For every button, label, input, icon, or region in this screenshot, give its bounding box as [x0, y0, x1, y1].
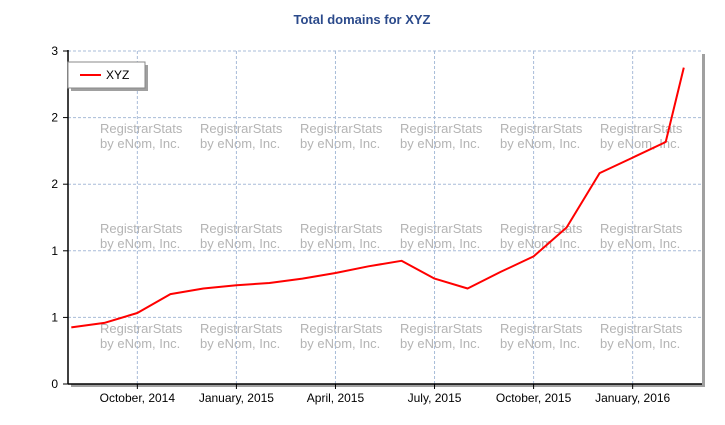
watermark-text: RegistrarStats: [100, 221, 183, 236]
watermark-text: by eNom, Inc.: [100, 336, 180, 351]
x-tick-label: April, 2015: [307, 391, 365, 405]
watermark-text: by eNom, Inc.: [200, 336, 280, 351]
y-tick-label: 2: [51, 111, 58, 125]
y-tick-label: 2: [51, 177, 58, 191]
watermark-text: by eNom, Inc.: [300, 236, 380, 251]
watermark-text: by eNom, Inc.: [100, 136, 180, 151]
watermark-text: RegistrarStats: [400, 321, 483, 336]
plot-area: [68, 51, 702, 384]
watermark-text: by eNom, Inc.: [200, 236, 280, 251]
watermark-text: by eNom, Inc.: [500, 336, 580, 351]
x-tick-label: January, 2016: [595, 391, 670, 405]
watermark-text: by eNom, Inc.: [600, 336, 680, 351]
watermark-text: by eNom, Inc.: [400, 336, 480, 351]
watermark-text: by eNom, Inc.: [200, 136, 280, 151]
watermark-text: RegistrarStats: [300, 321, 383, 336]
legend-box: [67, 61, 146, 89]
watermark-text: RegistrarStats: [500, 121, 583, 136]
watermark-text: by eNom, Inc.: [500, 136, 580, 151]
watermark-text: RegistrarStats: [200, 221, 283, 236]
y-tick-label: 1: [51, 244, 58, 258]
watermark-text: RegistrarStats: [500, 221, 583, 236]
legend-label-xyz: XYZ: [106, 68, 129, 82]
watermark-text: RegistrarStats: [500, 321, 583, 336]
x-tick-label: October, 2014: [100, 391, 176, 405]
gridlines: [68, 50, 702, 384]
x-tick-label: October, 2015: [496, 391, 572, 405]
series-line-xyz: [71, 67, 685, 329]
watermark-text: RegistrarStats: [600, 221, 683, 236]
watermark-text: by eNom, Inc.: [400, 236, 480, 251]
x-tick-label: January, 2015: [199, 391, 274, 405]
watermark-text: RegistrarStats: [400, 221, 483, 236]
y-tick-label: 0: [51, 377, 58, 391]
watermark-text: RegistrarStats: [400, 121, 483, 136]
watermark-text: by eNom, Inc.: [300, 336, 380, 351]
watermark-text: RegistrarStats: [600, 321, 683, 336]
watermark-text: by eNom, Inc.: [300, 136, 380, 151]
watermark-text: by eNom, Inc.: [100, 236, 180, 251]
watermark-text: RegistrarStats: [300, 221, 383, 236]
watermark-text: by eNom, Inc.: [500, 236, 580, 251]
watermark-text: RegistrarStats: [200, 321, 283, 336]
axes: 0 1 1 2 2 3 October, 2014 January, 2015 April, 2…: [51, 44, 702, 405]
watermark-text: RegistrarStats: [100, 321, 183, 336]
watermark-text: by eNom, Inc.: [600, 136, 680, 151]
watermark-text: by eNom, Inc.: [400, 136, 480, 151]
y-tick-label: 1: [51, 310, 58, 324]
x-tick-label: July, 2015: [408, 391, 462, 405]
series-layer: [71, 67, 685, 329]
watermark-text: by eNom, Inc.: [600, 236, 680, 251]
legend: XYZ: [67, 61, 148, 91]
watermark-text: RegistrarStats: [100, 121, 183, 136]
watermark-text: RegistrarStats: [600, 121, 683, 136]
y-tick-label: 3: [51, 44, 58, 58]
watermark-text: RegistrarStats: [300, 121, 383, 136]
watermark-text: RegistrarStats: [200, 121, 283, 136]
chart-title: Total domains for XYZ: [294, 12, 431, 27]
